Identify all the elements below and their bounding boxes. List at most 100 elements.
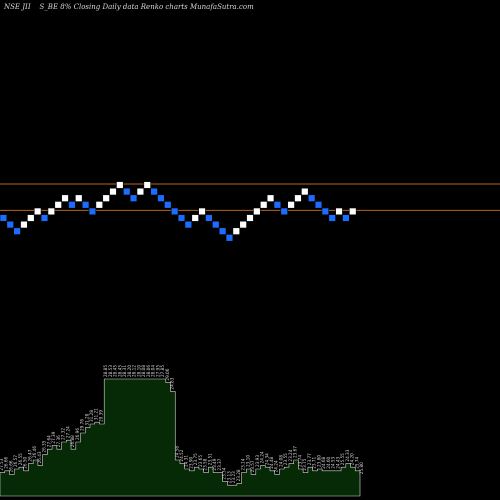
volume-label: 31.21 bbox=[94, 408, 99, 420]
up-brick bbox=[349, 207, 357, 216]
down-brick bbox=[164, 201, 172, 209]
volume-label: 24.83 bbox=[170, 377, 175, 389]
volume-label: 24.60 bbox=[326, 456, 331, 468]
volume-label: 23.55 bbox=[283, 453, 288, 465]
volume-label: 24.08 bbox=[278, 455, 283, 467]
up-brick bbox=[246, 214, 254, 222]
volume-label: 23.23 bbox=[231, 471, 236, 483]
down-brick bbox=[314, 201, 323, 209]
down-brick bbox=[342, 214, 350, 222]
volume-label: 27.32 bbox=[61, 428, 66, 440]
volume-label: 31.28 bbox=[89, 410, 94, 422]
volume-label: 24.68 bbox=[321, 456, 326, 468]
volume-label: 26.55 bbox=[18, 453, 23, 465]
down-brick bbox=[157, 194, 165, 202]
volume-label: 23.57 bbox=[250, 460, 255, 472]
volume-label: 23.65 bbox=[198, 455, 203, 467]
volume-area bbox=[0, 378, 361, 497]
volume-label: 26.66 bbox=[8, 460, 13, 472]
volume-label: 23.90 bbox=[188, 456, 193, 468]
volume-label: 29.76 bbox=[80, 419, 85, 431]
up-brick bbox=[61, 194, 69, 202]
volume-label: 24.53 bbox=[331, 456, 336, 468]
volume-label: 26.46 bbox=[32, 446, 37, 458]
volume-label: 28.45 bbox=[113, 365, 118, 377]
up-brick bbox=[95, 201, 104, 209]
up-brick bbox=[20, 220, 28, 229]
volume-label: 23.71 bbox=[312, 456, 317, 468]
volume-label: 23.75 bbox=[302, 458, 307, 470]
down-brick bbox=[205, 214, 213, 222]
volume-label: 28.10 bbox=[136, 365, 141, 377]
volume-label: 23.77 bbox=[307, 453, 312, 465]
volume-label: 27.24 bbox=[65, 426, 70, 438]
volume-label: 31.28 bbox=[84, 413, 89, 425]
down-brick bbox=[68, 201, 76, 209]
up-brick bbox=[47, 207, 56, 216]
volume-label: 27.85 bbox=[160, 365, 165, 377]
down-brick bbox=[307, 194, 316, 202]
volume-label: 23.75 bbox=[193, 453, 198, 465]
down-brick bbox=[123, 187, 131, 196]
volume-label: 23.74 bbox=[297, 455, 302, 467]
up-brick bbox=[116, 181, 124, 189]
up-brick bbox=[301, 187, 309, 196]
volume-label: 24.48 bbox=[269, 456, 274, 468]
symbol-label: NSE JII bbox=[4, 3, 31, 11]
down-brick bbox=[218, 227, 227, 235]
up-brick bbox=[102, 194, 110, 202]
volume-label: 23.67 bbox=[293, 446, 298, 458]
down-brick bbox=[13, 227, 21, 235]
volume-label: 26.57 bbox=[13, 455, 18, 467]
down-brick bbox=[328, 214, 336, 222]
down-brick bbox=[81, 201, 90, 209]
volume-label: 28.45 bbox=[117, 365, 122, 377]
volume-label: 25.80 bbox=[359, 462, 364, 474]
up-brick bbox=[335, 207, 343, 216]
down-brick bbox=[150, 187, 158, 196]
volume-label: 24.20 bbox=[350, 453, 355, 465]
chart-header: NSE JII S_BE 8% Closing Daily data Renko… bbox=[4, 3, 254, 11]
volume-label: 23.13 bbox=[226, 471, 231, 483]
down-brick bbox=[212, 220, 220, 229]
volume-label: 27.64 bbox=[46, 435, 51, 447]
up-brick bbox=[253, 207, 261, 216]
volume-label: 23.58 bbox=[203, 458, 208, 470]
down-brick bbox=[273, 201, 282, 209]
down-brick bbox=[225, 234, 234, 242]
up-brick bbox=[75, 194, 83, 202]
volume-label: 28.20 bbox=[127, 365, 132, 377]
volume-label: 23.37 bbox=[217, 458, 222, 470]
volume-label: 26.66 bbox=[4, 456, 9, 468]
volume-label: 28.12 bbox=[132, 365, 137, 377]
volume-label: 27.53 bbox=[0, 458, 4, 470]
volume-label: 23.24 bbox=[288, 449, 293, 461]
down-brick bbox=[88, 207, 97, 216]
up-brick bbox=[198, 207, 206, 216]
volume-label: 28.08 bbox=[141, 365, 146, 377]
volume-label: 24.33 bbox=[345, 449, 350, 461]
volume-label: 23.14 bbox=[241, 458, 246, 470]
down-brick bbox=[129, 194, 138, 202]
volume-label: 24.34 bbox=[264, 453, 269, 465]
volume-label: 25.55 bbox=[340, 453, 345, 465]
up-brick bbox=[109, 187, 117, 196]
volume-label: 23.34 bbox=[222, 467, 227, 479]
up-brick bbox=[266, 194, 275, 202]
up-brick bbox=[191, 214, 199, 222]
volume-label: 28.31 bbox=[122, 365, 127, 377]
volume-label: 27.36 bbox=[56, 435, 61, 447]
volume-label: 26.88 bbox=[70, 435, 75, 447]
volume-label: 24.24 bbox=[260, 451, 265, 463]
up-brick bbox=[259, 201, 268, 209]
volume-label: 23.10 bbox=[245, 455, 250, 467]
volume-label: 28.53 bbox=[108, 365, 113, 377]
volume-label: 23.49 bbox=[212, 458, 217, 470]
up-brick bbox=[27, 214, 35, 222]
volume-label: 29.06 bbox=[165, 368, 170, 380]
volume-label: 24.24 bbox=[274, 460, 279, 472]
up-brick bbox=[143, 181, 151, 189]
volume-label: 23.93 bbox=[255, 455, 260, 467]
